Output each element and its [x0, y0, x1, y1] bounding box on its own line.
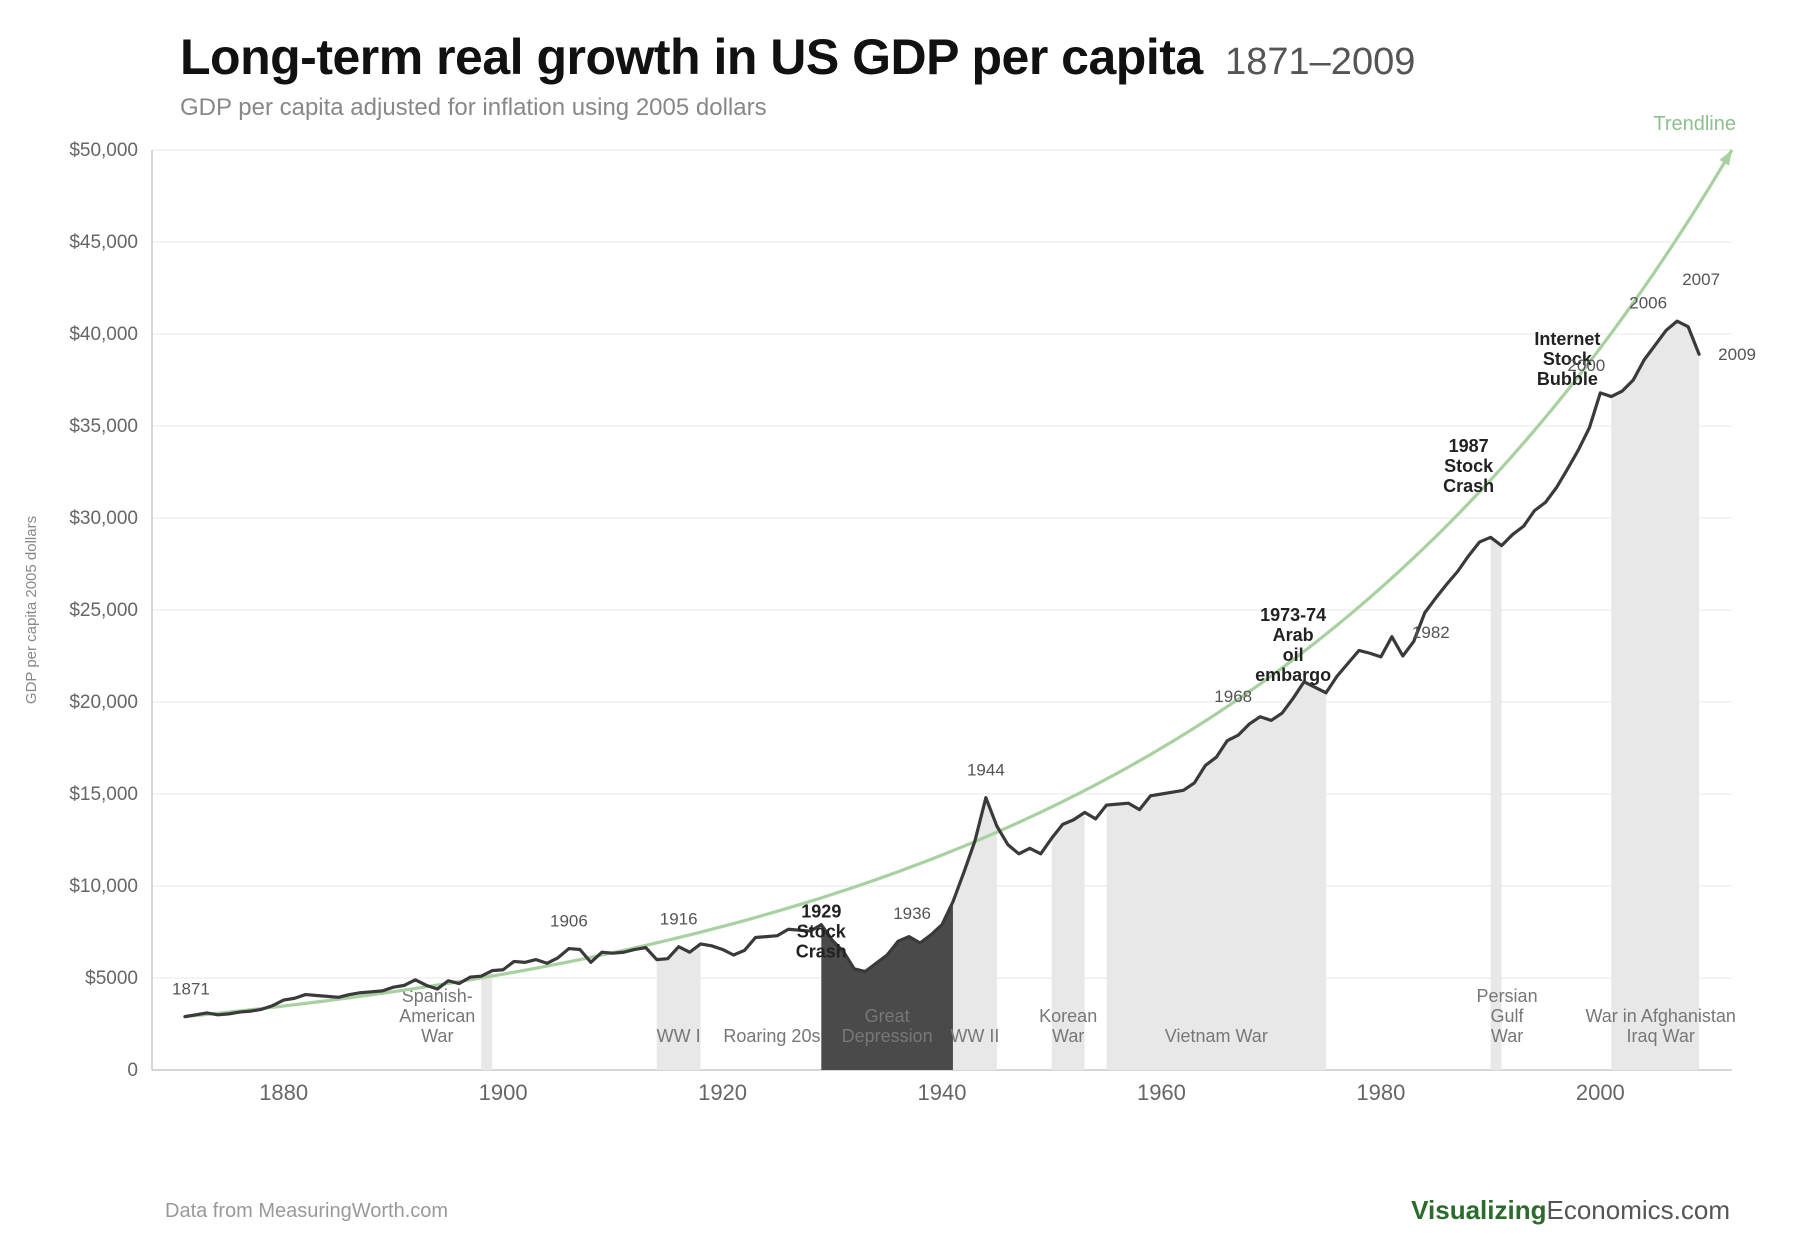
era-label: Gulf — [1491, 1006, 1525, 1026]
y-tick-label: $5000 — [85, 968, 138, 989]
event-label: Crash — [1443, 476, 1494, 496]
event-label: Crash — [796, 941, 847, 961]
attribution-rest: Economics.com — [1547, 1195, 1731, 1225]
era-band — [657, 944, 701, 1070]
y-tick-label: $25,000 — [69, 600, 138, 621]
event-label: Arab — [1273, 625, 1314, 645]
era-label: WW I — [657, 1026, 701, 1046]
era-label: Great — [865, 1006, 910, 1026]
gdp-chart: 0 $5000 $10,000 $15,000 $20,000 $25,000 $30,00… — [0, 0, 1802, 1259]
point-year-label: 2000 — [1567, 356, 1605, 375]
event-label: Internet — [1534, 329, 1600, 349]
point-year-label: 2006 — [1629, 293, 1667, 312]
era-band — [1611, 321, 1699, 1070]
x-tick-label: 2000 — [1576, 1080, 1625, 1105]
era-band — [1107, 682, 1326, 1070]
era-label: Depression — [842, 1026, 933, 1046]
point-year-label: 1871 — [172, 980, 210, 999]
point-year-label: 1982 — [1412, 623, 1450, 642]
x-tick-label: 1980 — [1356, 1080, 1405, 1105]
y-tick-label: $10,000 — [69, 876, 138, 897]
trendline-arrow-icon — [1720, 150, 1732, 166]
era-label: Roaring 20s — [723, 1026, 820, 1046]
attribution-label: VisualizingEconomics.com — [1411, 1195, 1730, 1226]
point-year-label: 1968 — [1214, 687, 1252, 706]
y-axis-title: GDP per capita 2005 dollars — [23, 516, 40, 704]
point-year-label: 1916 — [660, 910, 698, 929]
y-tick-label: $35,000 — [69, 416, 138, 437]
event-label: 1929 — [801, 901, 841, 921]
x-tick-label: 1960 — [1137, 1080, 1186, 1105]
x-tick-label: 1880 — [259, 1080, 308, 1105]
y-tick-label: $40,000 — [69, 324, 138, 345]
era-label: American — [399, 1006, 475, 1026]
event-label: Stock — [1444, 456, 1494, 476]
gdp-line — [185, 321, 1699, 1017]
y-tick-label: $15,000 — [69, 784, 138, 805]
attribution-bold: Visualizing — [1411, 1195, 1546, 1225]
point-year-label: 2007 — [1682, 270, 1720, 289]
y-tick-label: $45,000 — [69, 232, 138, 253]
point-year-label: 1906 — [550, 912, 588, 931]
era-label: War — [1491, 1026, 1523, 1046]
y-tick-label: $50,000 — [69, 140, 138, 161]
point-year-label: 1936 — [893, 904, 931, 923]
data-source-label: Data from MeasuringWorth.com — [165, 1200, 448, 1223]
era-label: War in Afghanistan — [1585, 1006, 1735, 1026]
event-label: oil — [1283, 645, 1304, 665]
era-label: Persian — [1477, 986, 1538, 1006]
point-year-label: 2009 — [1718, 345, 1756, 364]
era-label: Iraq War — [1627, 1026, 1695, 1046]
y-tick-label: 0 — [127, 1060, 138, 1081]
era-label: War — [421, 1026, 453, 1046]
x-tick-label: 1900 — [479, 1080, 528, 1105]
era-band — [481, 971, 492, 1070]
event-label: embargo — [1255, 665, 1331, 685]
event-label: Stock — [797, 921, 847, 941]
y-tick-label: $30,000 — [69, 508, 138, 529]
era-label: Korean — [1039, 1006, 1097, 1026]
y-tick-label: $20,000 — [69, 692, 138, 713]
era-label: War — [1052, 1026, 1084, 1046]
era-label: Vietnam War — [1165, 1026, 1268, 1046]
x-tick-label: 1920 — [698, 1080, 747, 1105]
era-label: WW II — [950, 1026, 999, 1046]
event-label: 1973-74 — [1260, 605, 1326, 625]
trendline-label: Trendline — [1653, 113, 1736, 135]
point-year-label: 1944 — [967, 761, 1005, 780]
x-tick-label: 1940 — [918, 1080, 967, 1105]
event-label: 1987 — [1449, 436, 1489, 456]
